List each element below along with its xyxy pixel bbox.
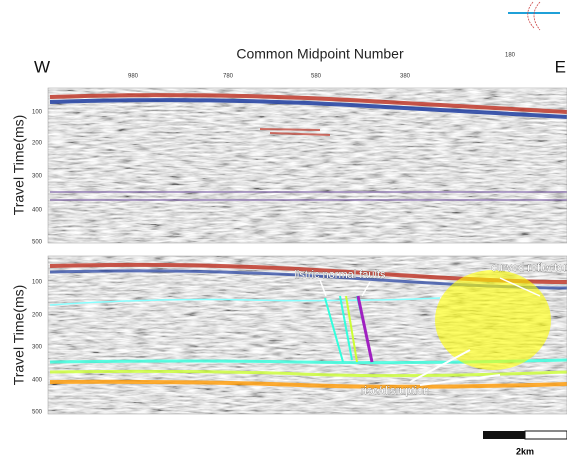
annotation: rise/disruption — [361, 385, 429, 397]
x-tick-label: 780 — [223, 74, 234, 80]
y-tick-label: 100 — [32, 110, 43, 116]
annotation: curved reflector — [491, 262, 567, 274]
seismic-panel-top — [48, 88, 567, 243]
compass-icon — [508, 2, 560, 30]
x-tick-label: 980 — [128, 74, 139, 80]
y-tick-label: 500 — [32, 240, 43, 246]
x-tick-label: 380 — [400, 74, 411, 80]
annotation: listric normal faults — [294, 269, 386, 281]
x-tick-label: 580 — [311, 74, 322, 80]
east-label: E — [555, 57, 566, 76]
x-tick-label: 180 — [505, 53, 516, 59]
y-tick-label: 200 — [32, 313, 43, 319]
y-axis-label: Travel Time(ms) — [11, 285, 27, 386]
y-tick-label: 200 — [32, 141, 43, 147]
y-tick-label: 300 — [32, 345, 43, 351]
y-tick-label: 300 — [32, 174, 43, 180]
figure: Common Midpoint Number W E 2km 980 780 580… — [0, 0, 567, 457]
axis-title: Common Midpoint Number — [236, 46, 404, 62]
y-axis-label: Travel Time(ms) — [11, 115, 27, 216]
y-tick-label: 100 — [32, 280, 43, 286]
scale-bar — [483, 431, 567, 439]
west-label: W — [34, 57, 50, 76]
y-tick-label: 400 — [32, 208, 43, 214]
y-tick-label: 500 — [32, 410, 43, 416]
scale-label: 2km — [516, 446, 534, 456]
y-tick-label: 400 — [32, 378, 43, 384]
